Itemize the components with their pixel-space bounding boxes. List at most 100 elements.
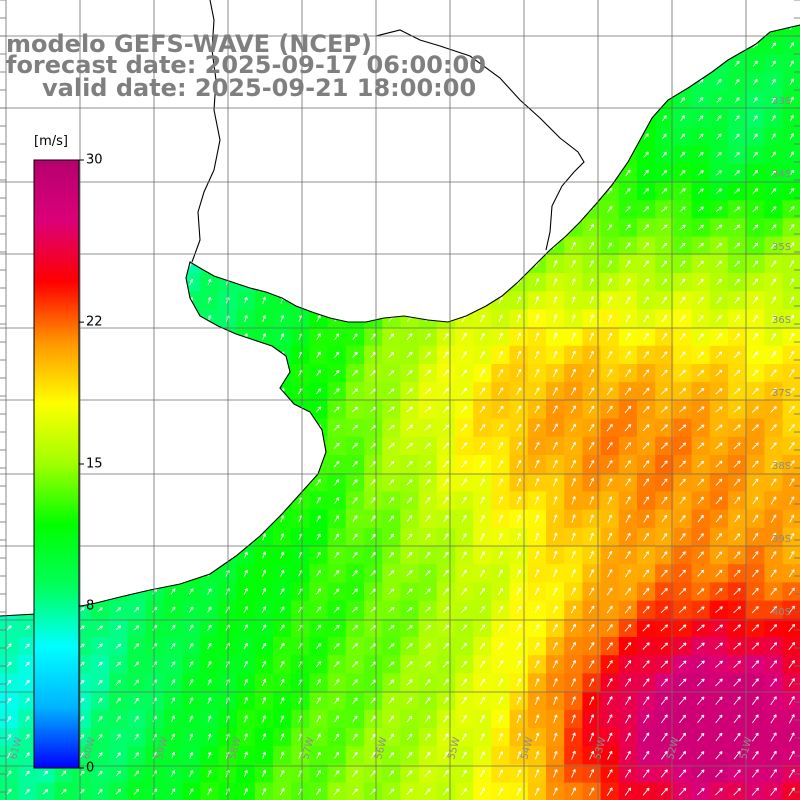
wind-arrow xyxy=(715,496,723,505)
wind-arrow xyxy=(516,678,522,687)
wind-arrow xyxy=(207,278,212,286)
wind-arrow xyxy=(678,769,687,778)
wind-arrow xyxy=(115,625,122,631)
wind-arrow xyxy=(424,661,431,668)
wind-arrow xyxy=(643,224,650,231)
wind-arrow xyxy=(115,607,122,613)
wind-arrow xyxy=(316,569,322,577)
wind-arrow xyxy=(424,533,431,541)
wind-arrow xyxy=(661,514,668,523)
wind-arrow xyxy=(352,351,358,358)
wind-arrow xyxy=(570,660,576,669)
wind-arrow xyxy=(352,697,358,704)
wind-arrow xyxy=(624,442,632,450)
wind-arrow xyxy=(388,533,395,541)
wind-arrow xyxy=(624,642,632,650)
wind-arrow xyxy=(607,496,613,505)
wind-arrow xyxy=(516,405,522,414)
wind-arrow xyxy=(262,333,267,341)
wind-arrow xyxy=(79,752,85,759)
wind-arrow xyxy=(442,406,450,413)
wind-arrow xyxy=(516,587,522,596)
wind-arrow xyxy=(351,588,358,595)
wind-arrow xyxy=(516,769,522,778)
wind-arrow xyxy=(625,569,631,578)
wind-arrow xyxy=(262,551,267,559)
wind-arrow xyxy=(334,333,340,340)
wind-arrow xyxy=(588,623,595,632)
wind-arrow xyxy=(733,678,741,687)
wind-arrow xyxy=(770,714,777,724)
wind-arrow xyxy=(734,296,740,304)
wind-arrow xyxy=(715,206,723,212)
wind-arrow xyxy=(388,643,395,649)
wind-arrow xyxy=(370,333,376,340)
wind-arrow xyxy=(170,588,176,595)
wind-arrow xyxy=(244,296,248,304)
wind-arrow xyxy=(643,188,650,195)
wind-arrow xyxy=(715,551,723,559)
wind-arrow xyxy=(497,369,504,377)
wind-arrow xyxy=(734,96,740,104)
wind-arrow xyxy=(534,569,540,578)
wind-arrow xyxy=(697,478,705,486)
wind-arrow xyxy=(716,133,722,140)
wind-arrow xyxy=(315,406,322,413)
wind-arrow xyxy=(770,478,777,487)
wind-arrow xyxy=(642,642,650,650)
wind-arrow xyxy=(316,533,321,541)
wind-arrow xyxy=(607,260,613,268)
wind-arrow xyxy=(334,697,340,704)
wind-arrow xyxy=(698,97,704,103)
wind-arrow xyxy=(607,769,613,778)
wind-arrow xyxy=(388,588,395,595)
wind-arrow xyxy=(442,369,450,377)
wind-arrow xyxy=(715,442,723,450)
wind-arrow xyxy=(679,333,686,341)
wind-arrow xyxy=(697,351,704,359)
wind-arrow xyxy=(498,696,503,705)
wind-arrow xyxy=(406,424,414,431)
wind-arrow xyxy=(189,679,194,686)
wind-arrow xyxy=(716,97,722,103)
wind-arrow xyxy=(571,241,576,250)
wind-arrow xyxy=(352,551,358,559)
wind-arrow xyxy=(734,133,740,140)
wind-arrow xyxy=(316,478,321,486)
wind-arrow xyxy=(679,532,686,541)
wind-arrow xyxy=(370,679,377,686)
wind-arrow xyxy=(770,732,777,742)
wind-arrow xyxy=(406,479,413,486)
wind-arrow xyxy=(697,278,704,286)
wind-arrow xyxy=(751,587,759,596)
wind-arrow xyxy=(679,314,686,322)
wind-arrow xyxy=(788,405,795,414)
wind-arrow xyxy=(461,514,467,523)
wind-arrow xyxy=(661,369,668,377)
wind-arrow xyxy=(424,478,431,486)
wind-arrow xyxy=(769,624,778,632)
wind-arrow xyxy=(352,679,358,686)
wind-arrow xyxy=(589,477,595,487)
wind-arrow xyxy=(243,569,248,577)
wind-arrow xyxy=(170,697,175,704)
wind-arrow xyxy=(406,715,413,723)
wind-arrow xyxy=(625,332,631,341)
colorbar-tick-label: 22 xyxy=(86,314,103,330)
wind-arrow xyxy=(660,769,668,778)
wind-arrow xyxy=(189,751,194,759)
wind-arrow xyxy=(661,314,668,323)
wind-arrow xyxy=(262,296,266,304)
wind-arrow xyxy=(770,750,777,760)
wind-arrow xyxy=(315,642,322,650)
wind-arrow xyxy=(443,769,449,777)
wind-arrow xyxy=(406,533,413,541)
wind-arrow xyxy=(753,96,758,104)
wind-arrow xyxy=(661,169,668,176)
wind-arrow xyxy=(243,678,248,686)
wind-arrow xyxy=(134,733,139,741)
wind-arrow xyxy=(552,787,558,796)
wind-arrow xyxy=(189,697,194,705)
wind-arrow xyxy=(461,733,467,741)
